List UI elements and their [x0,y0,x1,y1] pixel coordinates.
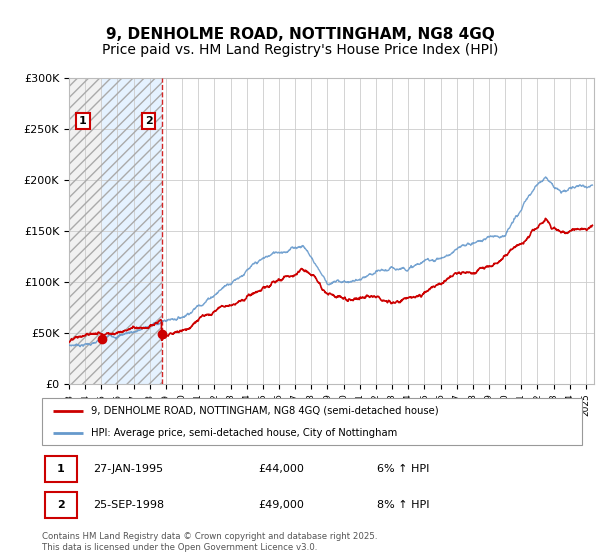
Text: Contains HM Land Registry data © Crown copyright and database right 2025.
This d: Contains HM Land Registry data © Crown c… [42,533,377,552]
Bar [103,78,161,384]
FancyBboxPatch shape [42,398,582,445]
Text: £44,000: £44,000 [258,464,304,474]
Bar [69,78,103,384]
Bar [103,78,161,384]
Text: 6% ↑ HPI: 6% ↑ HPI [377,464,429,474]
Text: 1: 1 [79,116,87,126]
Text: 9, DENHOLME ROAD, NOTTINGHAM, NG8 4GQ (semi-detached house): 9, DENHOLME ROAD, NOTTINGHAM, NG8 4GQ (s… [91,406,438,416]
Text: 2: 2 [145,116,152,126]
FancyBboxPatch shape [45,456,77,482]
Text: 9, DENHOLME ROAD, NOTTINGHAM, NG8 4GQ: 9, DENHOLME ROAD, NOTTINGHAM, NG8 4GQ [106,27,494,42]
Text: 27-JAN-1995: 27-JAN-1995 [94,464,163,474]
Text: Price paid vs. HM Land Registry's House Price Index (HPI): Price paid vs. HM Land Registry's House … [102,44,498,58]
Text: 25-SEP-1998: 25-SEP-1998 [94,500,164,510]
Text: 1: 1 [57,464,65,474]
Bar [69,78,103,384]
Text: £49,000: £49,000 [258,500,304,510]
Text: 8% ↑ HPI: 8% ↑ HPI [377,500,430,510]
FancyBboxPatch shape [45,492,77,518]
Text: 2: 2 [57,500,65,510]
Text: HPI: Average price, semi-detached house, City of Nottingham: HPI: Average price, semi-detached house,… [91,428,397,438]
